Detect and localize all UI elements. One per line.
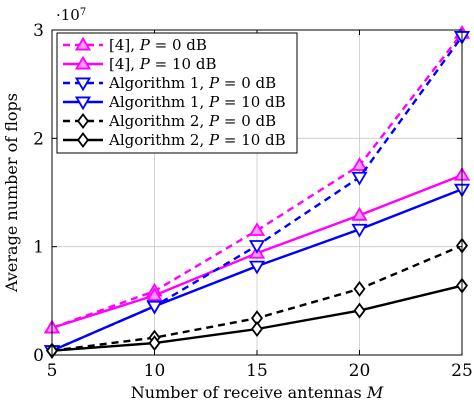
legend-label: [4], P = 0 dB bbox=[109, 36, 207, 54]
triangle-up-marker bbox=[74, 36, 92, 51]
y-axis-label: Average number of flops bbox=[2, 93, 21, 293]
triangle-up-marker bbox=[248, 222, 266, 236]
triangle-down-marker bbox=[74, 96, 92, 111]
ticks: 5 10 15 20 25 0 1 2 3 bbox=[33, 21, 473, 381]
legend-label: Algorithm 2, P = 0 dB bbox=[108, 112, 276, 130]
legend-label: [4], P = 10 dB bbox=[109, 55, 216, 73]
x-tick-label: 15 bbox=[246, 361, 268, 381]
legend-entry: [4], P = 10 dB bbox=[63, 55, 216, 73]
y-tick-label: 1 bbox=[33, 238, 44, 258]
legend-label: Algorithm 1, P = 0 dB bbox=[108, 74, 276, 92]
x-tick-label: 10 bbox=[144, 361, 166, 381]
legend-entry: Algorithm 2, P = 10 dB bbox=[63, 131, 286, 149]
legend-box bbox=[56, 32, 298, 154]
x-axis-label: Number of receive antennas M bbox=[131, 383, 384, 402]
diamond-marker bbox=[77, 132, 89, 148]
diamond-marker bbox=[148, 335, 161, 352]
legend-label: Algorithm 1, P = 10 dB bbox=[108, 93, 286, 111]
x-tick-label: 20 bbox=[349, 361, 371, 381]
legend-entry: Algorithm 1, P = 10 dB bbox=[63, 93, 286, 111]
y-tick-label: 2 bbox=[33, 129, 44, 149]
x-tick-label: 25 bbox=[451, 361, 473, 381]
triangle-up-marker bbox=[74, 55, 92, 70]
diamond-marker bbox=[353, 280, 366, 297]
legend-entry: [4], P = 0 dB bbox=[63, 36, 207, 54]
diamond-marker bbox=[251, 321, 263, 337]
x-tick-label: 5 bbox=[47, 361, 58, 381]
diamond-marker bbox=[353, 302, 366, 319]
triangle-down-marker bbox=[351, 171, 368, 186]
legend-label: Algorithm 2, P = 10 dB bbox=[108, 131, 286, 149]
triangle-down-marker bbox=[248, 240, 266, 254]
legend-entry: Algorithm 2, P = 0 dB bbox=[63, 112, 276, 130]
series-4 bbox=[43, 183, 471, 359]
triangle-up-marker bbox=[351, 206, 368, 221]
diamond-marker bbox=[77, 113, 89, 129]
triangle-up-marker bbox=[146, 287, 163, 301]
triangle-down-marker bbox=[351, 223, 368, 238]
series-5 bbox=[46, 237, 468, 359]
y-tick-label: 3 bbox=[33, 21, 44, 41]
triangle-down-marker bbox=[74, 77, 92, 92]
triangle-down-marker bbox=[146, 300, 163, 315]
y-axis-multiplier: ·107 bbox=[56, 6, 86, 24]
triangle-up-marker bbox=[351, 157, 368, 171]
triangle-down-marker bbox=[248, 260, 266, 275]
legend-entry: Algorithm 1, P = 0 dB bbox=[63, 74, 276, 92]
y-tick-label: 0 bbox=[33, 346, 44, 366]
